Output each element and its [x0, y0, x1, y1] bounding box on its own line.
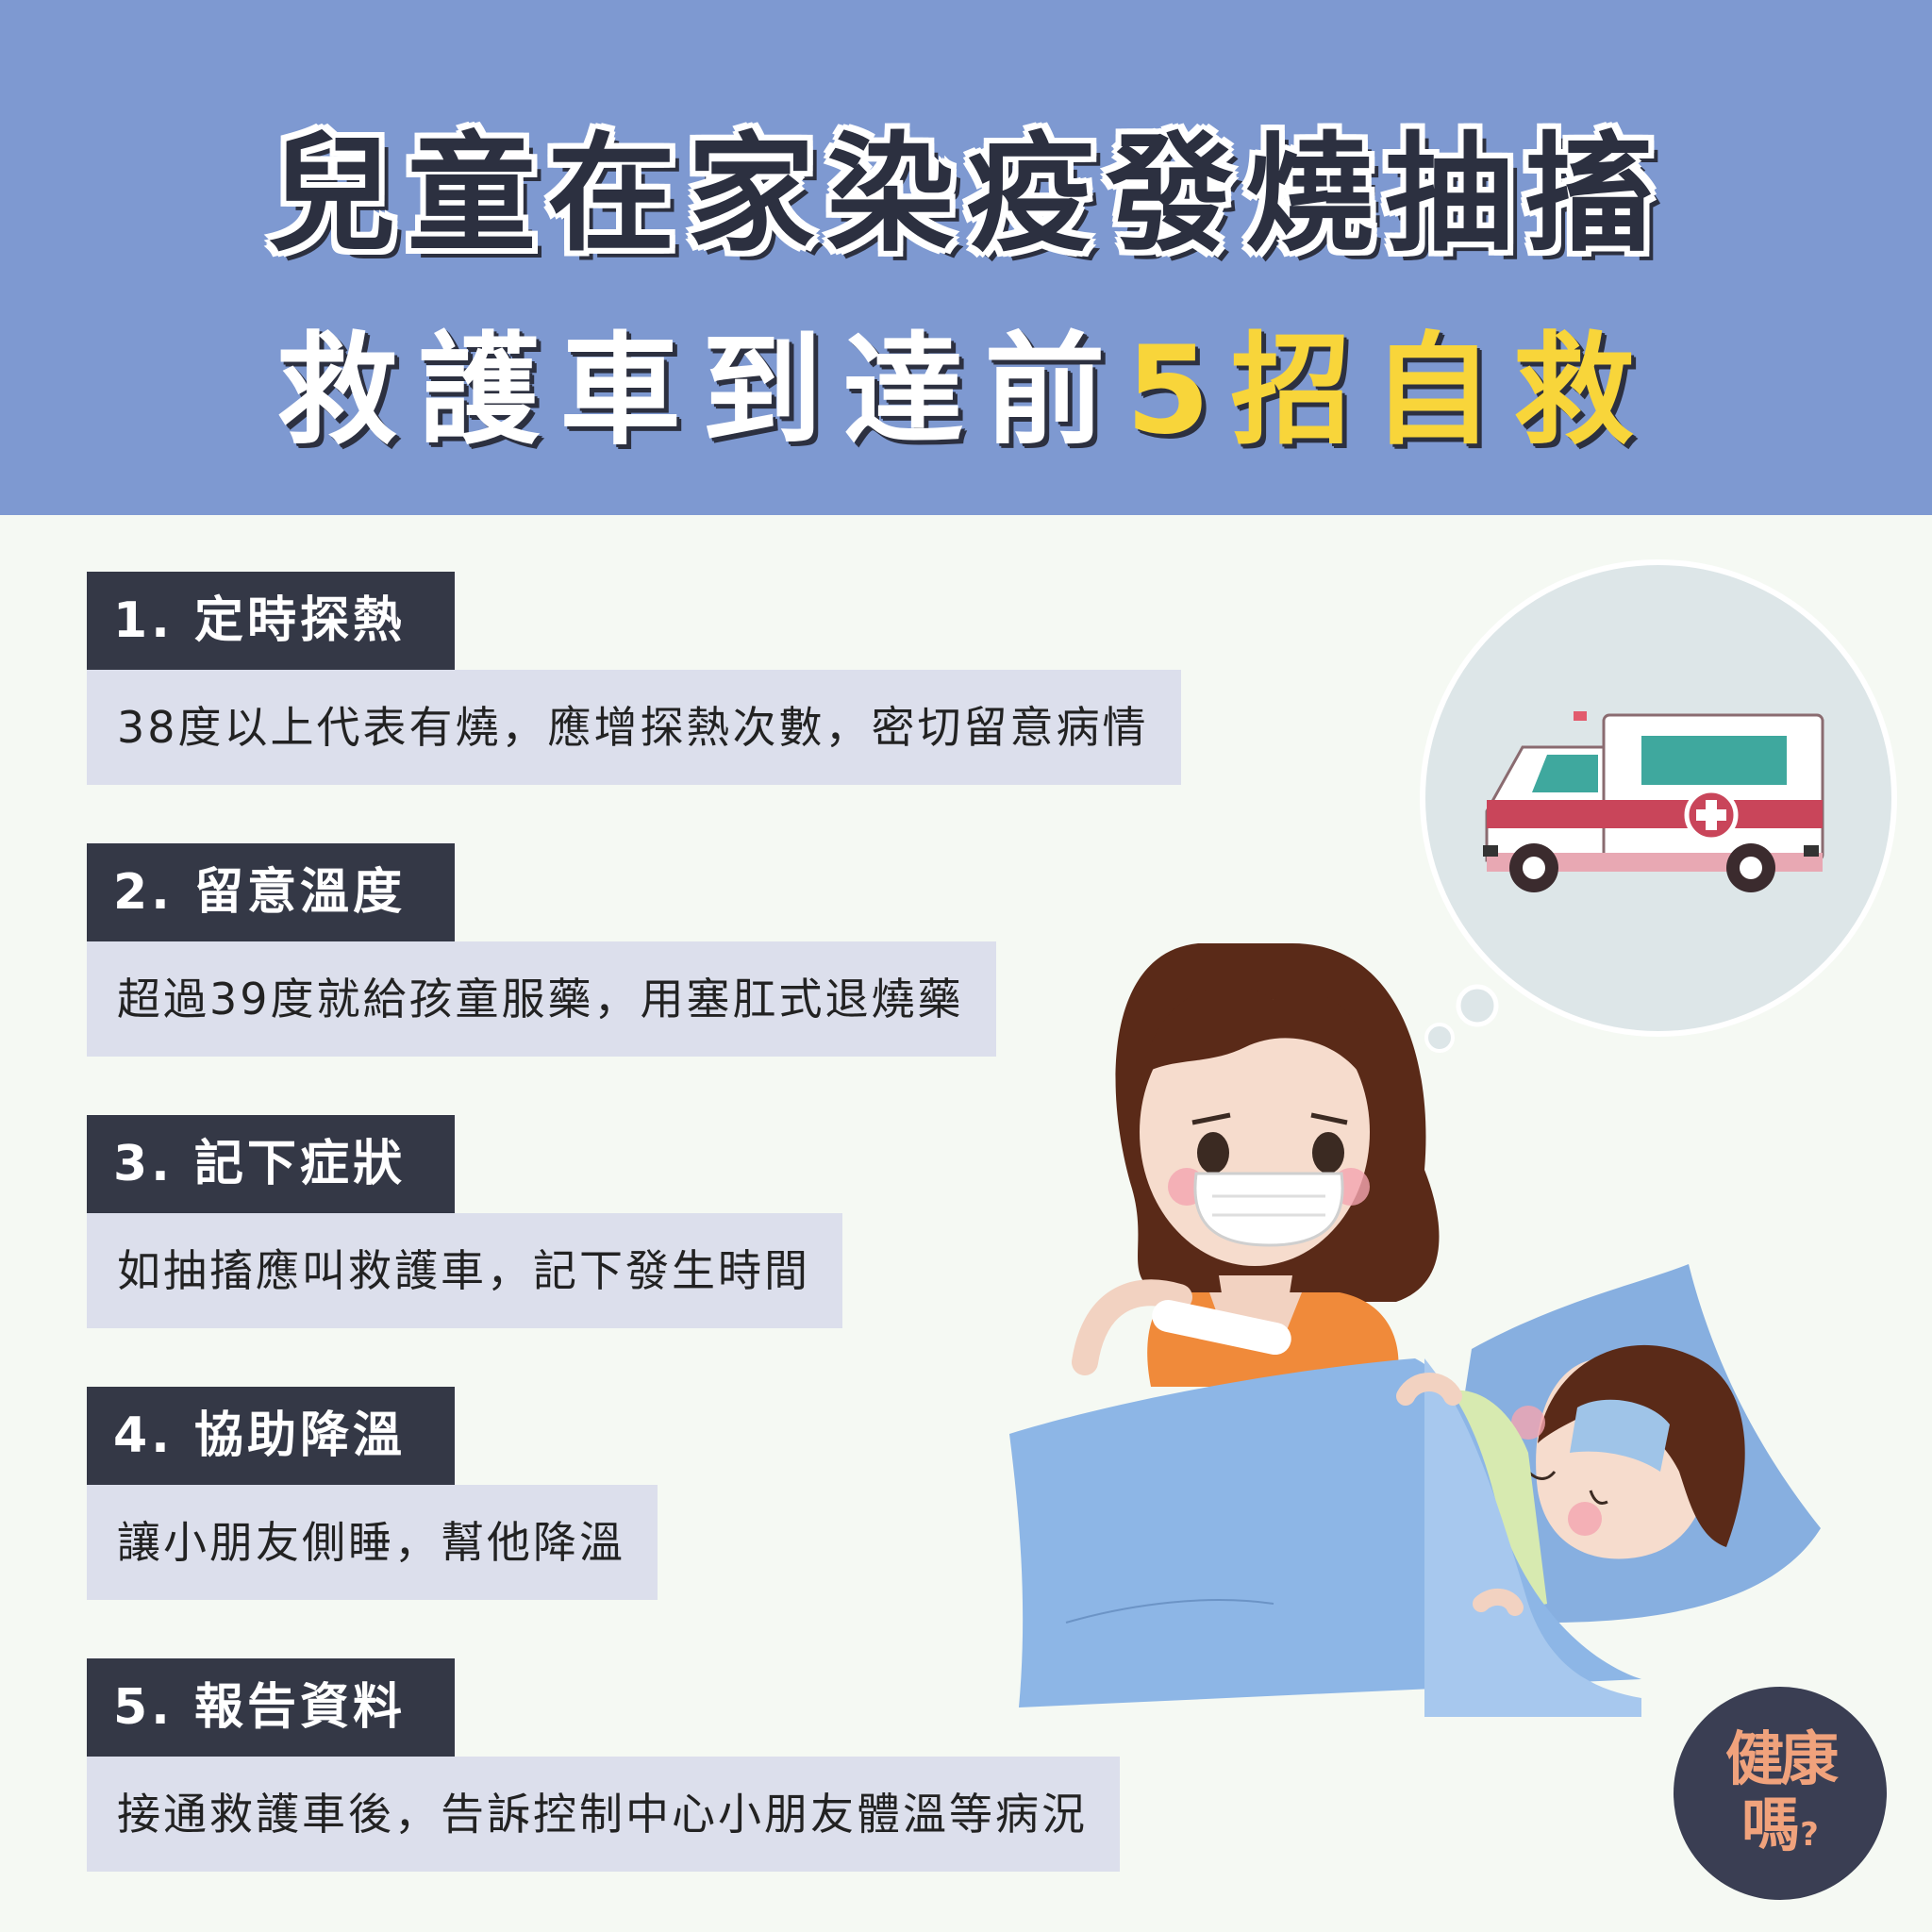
title-line-2-highlight: 5招自救 [1125, 321, 1656, 461]
tip-body: 38度以上代表有燒，應增探熱次數，密切留意病情 [87, 670, 1181, 785]
title-line-2: 救護車到達前5招自救 [0, 292, 1932, 467]
tip-heading: 1. 定時探熱 [87, 572, 455, 670]
header-banner: 兒童在家染疫發燒抽搐 救護車到達前5招自救 [0, 0, 1932, 515]
health-logo: 健康 嗎? [1674, 1687, 1887, 1900]
sick-child-illustration [1009, 1264, 1821, 1717]
tip-heading: 3. 記下症狀 [87, 1115, 455, 1213]
title-line-1: 兒童在家染疫發燒抽搐 [268, 121, 1664, 270]
logo-line-2-text: 嗎 [1741, 1790, 1801, 1859]
logo-line-2: 嗎? [1674, 1792, 1887, 1868]
title-line-2-white: 救護車到達前 [276, 321, 1126, 461]
mother-illustration [1072, 943, 1440, 1387]
ambulance-icon [1483, 711, 1824, 892]
logo-question-mark: ? [1800, 1816, 1819, 1854]
tip-body: 如抽搐應叫救護車，記下發生時間 [87, 1213, 842, 1328]
tip-body: 超過39度就給孩童服藥，用塞肛式退燒藥 [87, 941, 996, 1057]
tip-body: 接通救護車後，告訴控制中心小朋友體溫等病況 [87, 1757, 1120, 1872]
tip-heading: 4. 協助降溫 [87, 1387, 455, 1485]
tip-body: 讓小朋友側睡，幫他降溫 [87, 1485, 658, 1600]
tip-heading: 5. 報告資料 [87, 1658, 455, 1757]
tip-heading: 2. 留意溫度 [87, 843, 455, 941]
logo-line-1: 健康 [1724, 1724, 1839, 1793]
